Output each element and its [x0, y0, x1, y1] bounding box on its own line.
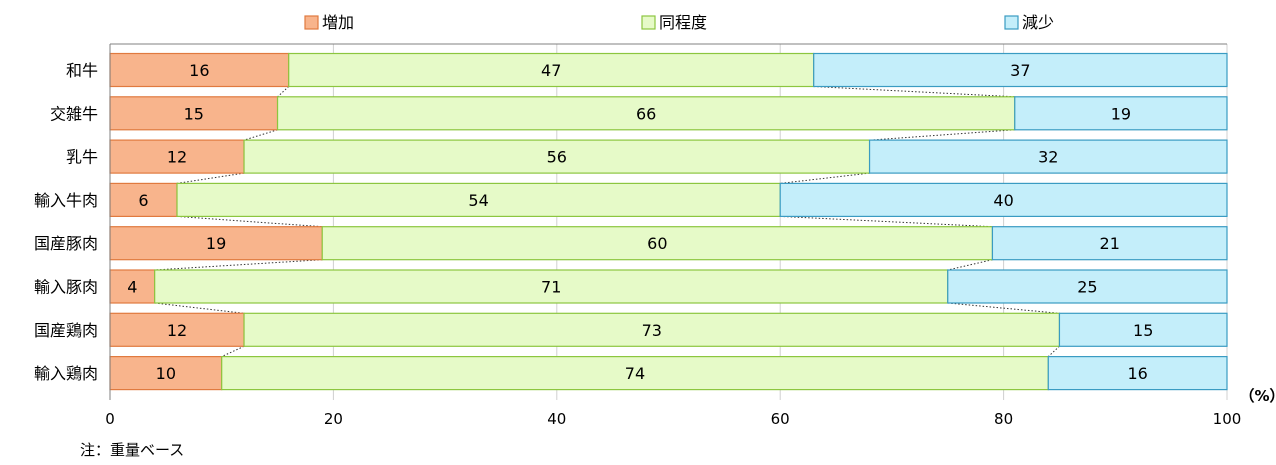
data-label-減少-1: 19: [1111, 104, 1131, 123]
connector-0-0: [277, 86, 290, 98]
data-label-増加-0: 16: [189, 61, 209, 80]
axes: 0 20 40 60 80 100: [105, 43, 1242, 428]
bar-減少-3: [779, 182, 1228, 217]
data-label-減少-0: 37: [1010, 61, 1030, 80]
data-label-同程度-0: 47: [541, 61, 561, 80]
connector-0-3: [176, 215, 323, 228]
category-label-1: 交雑牛: [50, 104, 98, 123]
bar-減少-4: [991, 226, 1228, 261]
legend-swatch-増加: [304, 15, 319, 30]
data-label-増加-7: 10: [156, 364, 176, 383]
data-label-増加-4: 19: [206, 234, 226, 253]
unit-label: （%）: [1239, 387, 1276, 405]
category-label-6: 国産鶏肉: [34, 321, 98, 340]
data-label-減少-5: 25: [1077, 278, 1097, 297]
data-label-増加-2: 12: [167, 148, 187, 167]
data-label-同程度-6: 73: [642, 321, 662, 340]
bar-減少-0: [813, 52, 1228, 88]
data-label-増加-1: 15: [184, 104, 204, 123]
data-label-減少-6: 15: [1133, 321, 1153, 340]
x-tick-label-0: 0: [105, 410, 115, 428]
category-label-5: 輸入豚肉: [34, 278, 98, 297]
connector-1-0: [813, 86, 1015, 98]
chart-note: 注：重量ベース: [80, 441, 184, 459]
bars: [109, 52, 1228, 391]
bar-減少-6: [1058, 312, 1228, 347]
bar-同程度-2: [243, 139, 871, 174]
data-label-減少-4: 21: [1100, 234, 1120, 253]
data-label-同程度-3: 54: [468, 191, 488, 210]
legend-label-同程度: 同程度: [659, 13, 707, 32]
bar-増加-4: [109, 226, 323, 261]
data-label-減少-3: 40: [993, 191, 1013, 210]
data-label-減少-2: 32: [1038, 148, 1058, 167]
x-tick-label-20: 20: [324, 410, 343, 428]
bar-同程度-3: [176, 182, 781, 217]
bar-増加-5: [109, 269, 156, 304]
legend-label-減少: 減少: [1022, 13, 1054, 32]
category-label-2: 乳牛: [66, 148, 98, 167]
series-connector-lines: [154, 86, 1060, 358]
connector-0-4: [154, 259, 323, 271]
legend-swatch-減少: [1004, 15, 1019, 30]
data-label-増加-6: 12: [167, 321, 187, 340]
bar-同程度-1: [276, 96, 1016, 131]
category-label-3: 輸入牛肉: [34, 191, 98, 210]
bar-減少-1: [1014, 96, 1228, 131]
data-label-同程度-5: 71: [541, 278, 561, 297]
bar-同程度-7: [221, 356, 1049, 391]
x-tick-label-80: 80: [994, 410, 1013, 428]
connector-0-1: [243, 129, 278, 141]
x-tick-label-40: 40: [547, 410, 566, 428]
x-tick-label-60: 60: [771, 410, 790, 428]
category-label-7: 輸入鶏肉: [34, 364, 98, 383]
bar-減少-5: [947, 269, 1228, 304]
data-label-同程度-1: 66: [636, 104, 656, 123]
connector-1-3: [780, 215, 993, 228]
data-label-同程度-2: 56: [547, 148, 567, 167]
connector-0-5: [154, 302, 245, 314]
data-label-同程度-4: 60: [647, 234, 667, 253]
connector-1-5: [947, 302, 1060, 314]
connector-1-2: [780, 172, 870, 184]
bar-増加-3: [109, 182, 178, 217]
legend-label-増加: 増加: [322, 13, 354, 32]
category-label-0: 和牛: [66, 61, 98, 80]
legend: 増加 同程度 減少: [304, 13, 1054, 32]
connector-0-6: [221, 345, 245, 358]
category-label-4: 国産豚肉: [34, 234, 98, 253]
bar-増加-2: [109, 139, 245, 174]
connector-1-1: [869, 129, 1015, 141]
bar-減少-2: [868, 139, 1228, 174]
data-label-増加-3: 6: [138, 191, 148, 210]
data-label-同程度-7: 74: [625, 364, 645, 383]
bar-増加-1: [109, 96, 279, 131]
connector-0-2: [176, 172, 245, 184]
x-tick-label-100: 100: [1213, 410, 1242, 428]
data-labels: 和牛 16 47 37 交雑牛 15 66 19 乳牛 12 56 32 輸入牛肉 6 54 40 国産豚肉 19…: [34, 61, 1153, 383]
connector-1-6: [1047, 345, 1060, 357]
bar-同程度-6: [243, 312, 1061, 347]
bar-同程度-5: [154, 269, 949, 304]
data-label-増加-5: 4: [127, 278, 137, 297]
connector-1-4: [947, 259, 993, 271]
bar-減少-7: [1047, 356, 1228, 391]
legend-swatch-同程度: [641, 15, 656, 30]
data-label-減少-7: 16: [1127, 364, 1147, 383]
